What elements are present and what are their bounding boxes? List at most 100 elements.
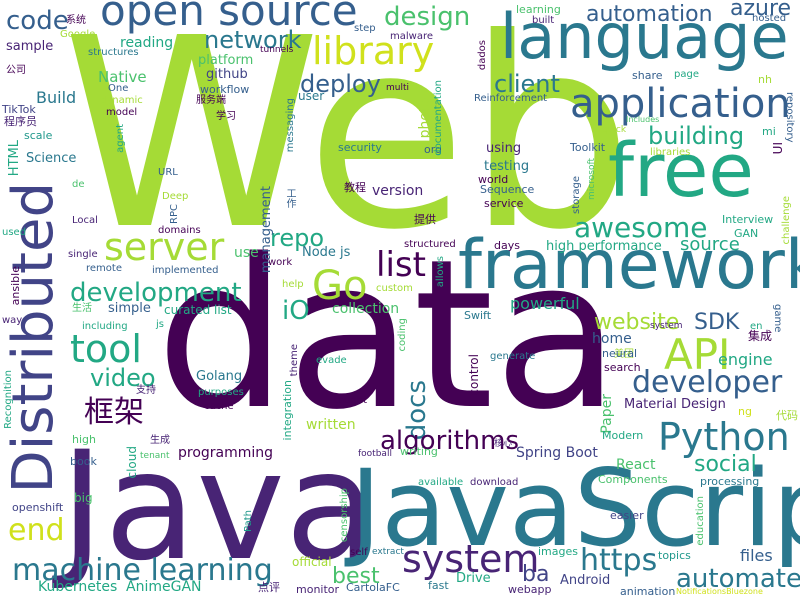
cloud-word: monitor xyxy=(296,583,340,596)
cloud-word: days xyxy=(494,239,520,252)
cloud-word: 集成 xyxy=(748,329,773,343)
cloud-word: video xyxy=(90,364,156,392)
cloud-word: generate xyxy=(490,351,536,362)
cloud-word: scale xyxy=(24,129,53,142)
cloud-word: Spring Boot xyxy=(516,445,598,461)
cloud-word: user xyxy=(298,89,325,103)
cloud-word: self xyxy=(350,547,368,558)
cloud-word: list xyxy=(376,245,426,285)
cloud-word: openshift xyxy=(12,501,64,514)
cloud-word: de xyxy=(72,179,85,190)
cloud-word: structures xyxy=(88,47,139,58)
cloud-word: azure xyxy=(730,0,792,21)
cloud-word: download xyxy=(470,477,519,488)
cloud-word: Components xyxy=(598,473,668,486)
cloud-word: 支持 xyxy=(136,385,156,396)
cloud-word: fast xyxy=(428,579,449,592)
cloud-word: collection xyxy=(332,301,400,317)
cloud-word: purposes xyxy=(198,387,244,398)
cloud-word: workflow xyxy=(200,83,250,96)
cloud-word: using xyxy=(486,141,522,156)
cloud-word: Python xyxy=(658,415,790,459)
cloud-word: agent xyxy=(115,124,126,153)
cloud-word: education xyxy=(695,496,706,546)
cloud-word: platform xyxy=(198,53,254,68)
cloud-word: reading xyxy=(120,35,174,51)
cloud-word: nh xyxy=(758,73,772,86)
cloud-word: multi xyxy=(386,83,410,93)
cloud-word: microsoft xyxy=(587,158,597,200)
cloud-word: integration xyxy=(281,380,294,441)
cloud-word: automation xyxy=(586,2,713,27)
cloud-word: model xyxy=(106,107,138,118)
cloud-word: source xyxy=(680,234,740,255)
cloud-word: 代码 xyxy=(776,409,798,422)
cloud-word: neural xyxy=(602,347,638,360)
cloud-word: Android xyxy=(560,573,611,588)
cloud-word: en xyxy=(750,321,763,332)
cloud-word: Build xyxy=(36,88,77,107)
cloud-word: built xyxy=(532,15,555,26)
cloud-word: documentation xyxy=(433,80,444,156)
cloud-word: 核心 xyxy=(494,439,513,449)
cloud-word: implemented xyxy=(152,265,219,276)
cloud-word: server xyxy=(104,225,225,269)
cloud-word: TikTok xyxy=(2,103,36,116)
cloud-word: work xyxy=(268,257,293,268)
cloud-word: Material Design xyxy=(624,397,726,412)
cloud-word: repository xyxy=(784,92,795,143)
cloud-word: automate xyxy=(676,564,800,594)
cloud-word: social xyxy=(694,452,757,477)
cloud-word: extract xyxy=(372,547,404,557)
cloud-word: official xyxy=(292,555,332,569)
cloud-word: client xyxy=(494,70,560,98)
cloud-word: application xyxy=(570,81,791,127)
cloud-word: evade xyxy=(316,355,347,366)
cloud-word: system xyxy=(402,537,540,581)
cloud-word: NotificationsBluezone xyxy=(676,587,763,596)
cloud-word: challenge xyxy=(781,196,792,245)
cloud-word: building xyxy=(648,122,745,150)
cloud-word: Science xyxy=(26,151,77,166)
cloud-word: 系统 xyxy=(66,15,86,26)
cloud-word: iO xyxy=(282,296,310,326)
cloud-word: cloud xyxy=(125,446,139,479)
cloud-word: used xyxy=(2,227,27,238)
cloud-word: hosted xyxy=(752,13,787,24)
cloud-word: high xyxy=(72,433,96,446)
cloud-word: world xyxy=(478,173,509,186)
cloud-word: domains xyxy=(158,225,201,236)
cloud-word: 框架 xyxy=(84,395,144,430)
cloud-word: share xyxy=(632,69,663,82)
cloud-word: help xyxy=(282,279,304,290)
cloud-word: Golang xyxy=(196,369,243,384)
cloud-word: control xyxy=(467,354,481,396)
cloud-word: end xyxy=(8,513,65,548)
cloud-word: design xyxy=(384,2,471,32)
cloud-word: website xyxy=(594,310,680,335)
cloud-word: tenant xyxy=(140,451,170,461)
cloud-word: way xyxy=(2,315,23,326)
cloud-word: mi xyxy=(762,125,776,138)
cloud-word: One xyxy=(108,83,129,94)
cloud-word: org xyxy=(424,143,443,156)
cloud-word: testing xyxy=(484,159,530,174)
cloud-word: 提供 xyxy=(414,213,436,226)
cloud-word: simple xyxy=(108,301,151,316)
cloud-word: awesome xyxy=(574,211,708,244)
cloud-word: malware xyxy=(390,31,433,42)
cloud-word: Java xyxy=(60,420,377,594)
cloud-word: HTML xyxy=(7,140,22,177)
cloud-word: network xyxy=(204,26,302,54)
cloud-word: version xyxy=(372,183,424,199)
cloud-word: UI xyxy=(771,142,785,155)
cloud-word: 生活 xyxy=(72,303,92,314)
cloud-word: curated list xyxy=(164,303,232,317)
cloud-word: Toolkit xyxy=(570,141,606,154)
cloud-word: theme xyxy=(289,344,300,377)
cloud-word: deploy xyxy=(300,70,381,98)
cloud-word: Sequence xyxy=(480,183,535,196)
cloud-word: 学习 xyxy=(216,111,236,122)
cloud-word: Recognition xyxy=(3,370,14,429)
